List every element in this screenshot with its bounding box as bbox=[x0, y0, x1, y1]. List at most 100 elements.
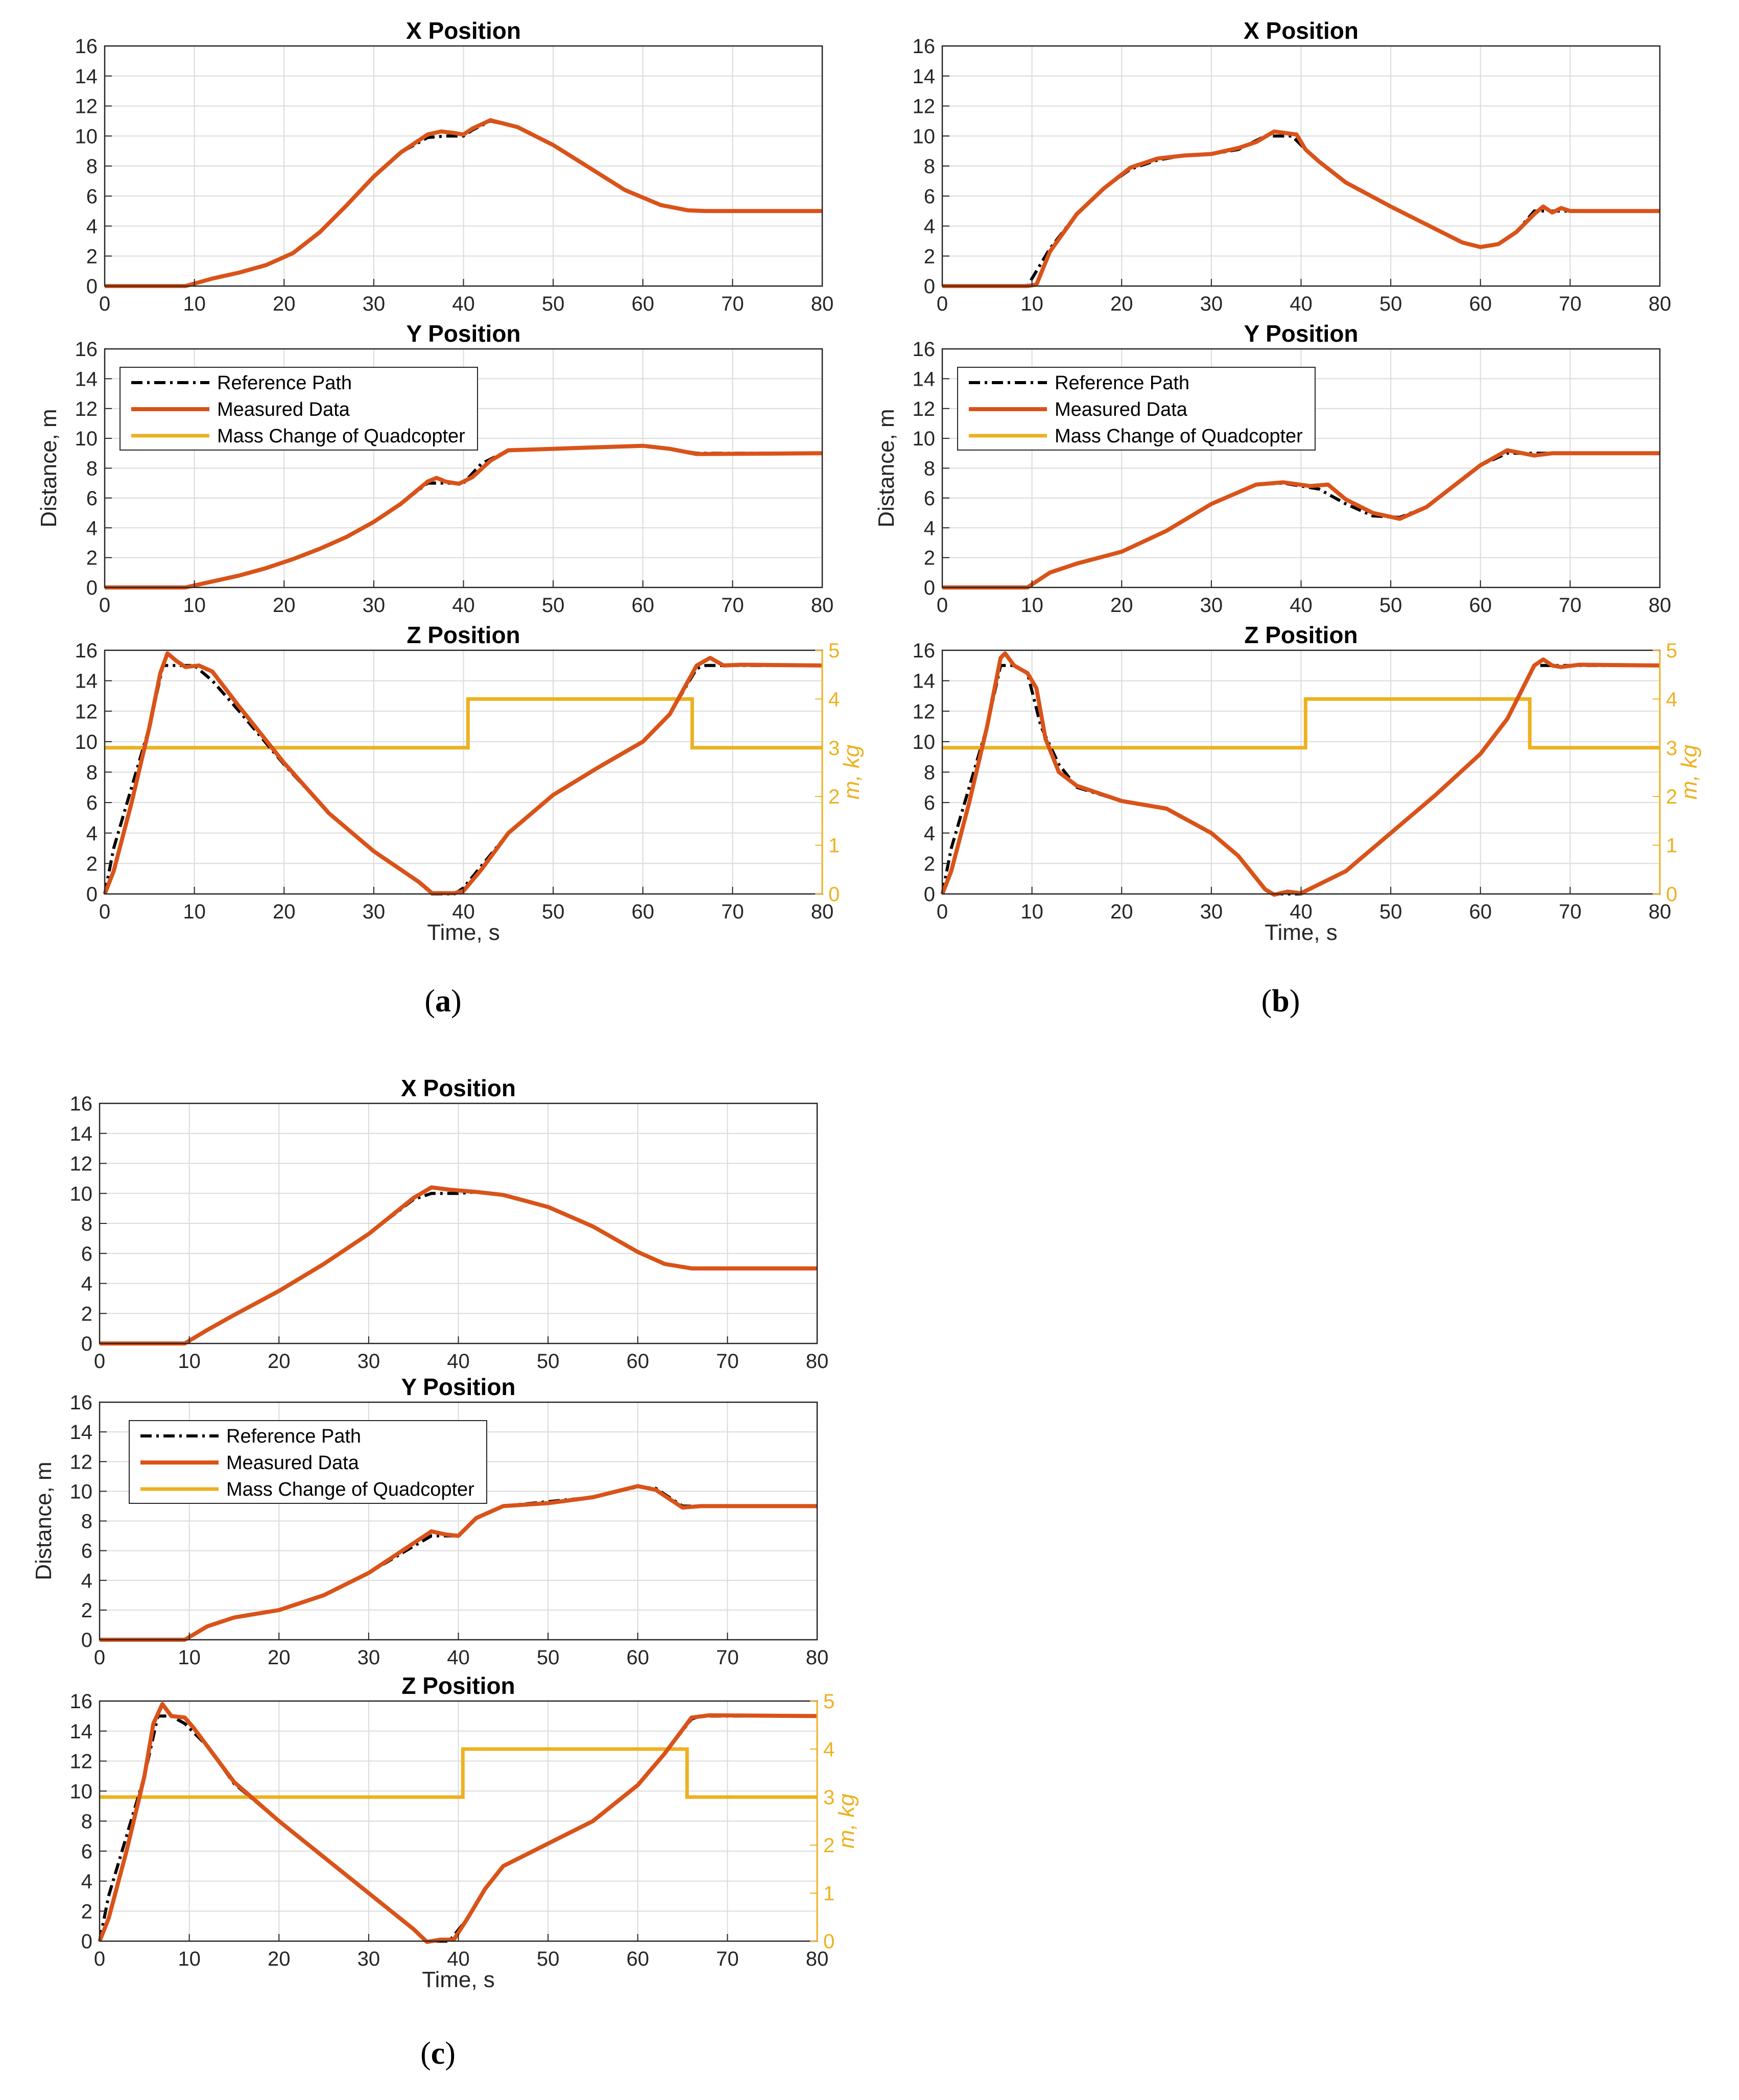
x-tick-label: 0 bbox=[94, 1350, 105, 1373]
x-tick-label: 20 bbox=[273, 594, 296, 617]
x-tick-label: 70 bbox=[1559, 901, 1582, 923]
y-tick-label: 4 bbox=[924, 216, 935, 238]
x-tick-label: 70 bbox=[716, 1646, 739, 1669]
x-tick-label: 40 bbox=[447, 1646, 470, 1669]
y-tick-label: 8 bbox=[81, 1810, 92, 1833]
right-tick-label: 4 bbox=[823, 1738, 835, 1761]
x-tick-label: 70 bbox=[1559, 594, 1582, 617]
subplot-title: X Position bbox=[406, 17, 521, 44]
y-tick-label: 2 bbox=[81, 1900, 92, 1923]
y-axis-label: Distance, m bbox=[36, 409, 61, 527]
y-tick-label: 0 bbox=[86, 577, 98, 599]
series-mass-change bbox=[100, 1747, 817, 1799]
series-measured-data bbox=[942, 129, 1660, 288]
subplot-title: Z Position bbox=[407, 622, 520, 648]
y-tick-label: 0 bbox=[81, 1930, 92, 1953]
y-tick-label: 4 bbox=[86, 517, 98, 539]
y-tick-label: 8 bbox=[86, 762, 98, 784]
series-mass-change bbox=[105, 697, 822, 750]
subplot-title: X Position bbox=[401, 1075, 516, 1101]
x-tick-label: 10 bbox=[1020, 901, 1043, 923]
y-tick-label: 12 bbox=[70, 1451, 93, 1473]
x-tick-label: 70 bbox=[721, 594, 744, 617]
x-tick-label: 30 bbox=[363, 594, 386, 617]
subplot-title: Y Position bbox=[1244, 320, 1358, 347]
y-tick-label: 6 bbox=[81, 1243, 92, 1265]
y-tick-label: 6 bbox=[924, 487, 935, 510]
x-tick-label: 20 bbox=[273, 901, 296, 923]
legend: Reference Path Measured Data Mass Change o… bbox=[957, 367, 1316, 451]
right-tick-label: 3 bbox=[1666, 737, 1677, 760]
series-measured-data bbox=[100, 1484, 817, 1642]
y-tick-label: 6 bbox=[86, 792, 98, 814]
x-tick-label: 60 bbox=[1469, 594, 1492, 617]
subplot-title: Z Position bbox=[1244, 622, 1357, 648]
y-tick-label: 8 bbox=[81, 1511, 92, 1533]
x-tick-label: 50 bbox=[1379, 901, 1402, 923]
x-tick-label: 80 bbox=[811, 901, 834, 923]
x-tick-label: 50 bbox=[537, 1948, 560, 1970]
y-tick-label: 0 bbox=[81, 1333, 92, 1355]
y-tick-label: 12 bbox=[913, 398, 936, 420]
x-tick-label: 10 bbox=[183, 901, 206, 923]
y-tick-label: 16 bbox=[913, 338, 936, 361]
x-tick-label: 80 bbox=[811, 293, 834, 315]
y-tick-label: 6 bbox=[81, 1841, 92, 1863]
x-tick-label: 80 bbox=[811, 594, 834, 617]
y-tick-label: 16 bbox=[913, 35, 936, 58]
y-tick-label: 8 bbox=[86, 458, 98, 480]
x-tick-label: 0 bbox=[94, 1948, 105, 1970]
x-tick-label: 30 bbox=[1200, 594, 1223, 617]
y-tick-label: 2 bbox=[924, 853, 935, 875]
y-tick-label: 14 bbox=[70, 1720, 93, 1743]
legend-label: Measured Data bbox=[226, 1452, 360, 1474]
x-tick-label: 60 bbox=[1469, 901, 1492, 923]
panel-caption: (c) bbox=[420, 2036, 456, 2071]
y-tick-label: 12 bbox=[70, 1751, 93, 1773]
y-tick-label: 12 bbox=[913, 96, 936, 118]
subplot-title: Z Position bbox=[401, 1672, 515, 1699]
y-tick-label: 0 bbox=[924, 883, 935, 906]
y-tick-label: 14 bbox=[913, 65, 936, 88]
y-tick-label: 10 bbox=[75, 125, 98, 148]
subplot-x-position: 0 10 20 30 40 50 60 70 80 0 2 4 6 8 10 12 14 16 X Position bbox=[913, 17, 1672, 315]
y-tick-label: 4 bbox=[924, 822, 935, 845]
y-tick-label: 2 bbox=[81, 1599, 92, 1622]
x-tick-label: 70 bbox=[721, 901, 744, 923]
subplot-title: Y Position bbox=[406, 320, 520, 347]
y-tick-label: 16 bbox=[70, 1391, 93, 1414]
right-tick-label: 5 bbox=[828, 640, 840, 662]
subplot-x-position: 0 10 20 30 40 50 60 70 80 0 2 4 6 8 10 12 14 16 X Position bbox=[70, 1075, 829, 1373]
y-axis-label: Distance, m bbox=[874, 409, 899, 527]
right-tick-label: 4 bbox=[828, 688, 840, 711]
right-tick-label: 5 bbox=[1666, 640, 1677, 662]
y-tick-label: 6 bbox=[81, 1540, 92, 1563]
x-tick-label: 0 bbox=[937, 594, 948, 617]
x-tick-label: 60 bbox=[627, 1646, 650, 1669]
x-tick-label: 70 bbox=[1559, 293, 1582, 315]
panel-caption: (b) bbox=[1261, 984, 1300, 1019]
right-tick-label: 2 bbox=[828, 786, 840, 808]
y-tick-label: 4 bbox=[81, 1273, 92, 1295]
x-tick-label: 0 bbox=[94, 1646, 105, 1669]
legend-label: Measured Data bbox=[217, 399, 350, 420]
x-tick-label: 20 bbox=[273, 293, 296, 315]
y-tick-label: 0 bbox=[81, 1629, 92, 1651]
x-axis-label: Time, s bbox=[427, 920, 500, 945]
x-tick-label: 10 bbox=[183, 594, 206, 617]
y-tick-label: 10 bbox=[75, 428, 98, 450]
right-tick-label: 2 bbox=[823, 1834, 835, 1857]
series-measured-data bbox=[940, 651, 1660, 897]
right-tick-label: 0 bbox=[828, 883, 840, 906]
x-tick-label: 60 bbox=[632, 901, 655, 923]
x-tick-label: 50 bbox=[1379, 293, 1402, 315]
x-tick-label: 60 bbox=[632, 594, 655, 617]
series-mass-change bbox=[942, 697, 1660, 750]
y-tick-label: 10 bbox=[75, 731, 98, 753]
y-tick-label: 0 bbox=[86, 883, 98, 906]
x-tick-label: 80 bbox=[1649, 901, 1672, 923]
